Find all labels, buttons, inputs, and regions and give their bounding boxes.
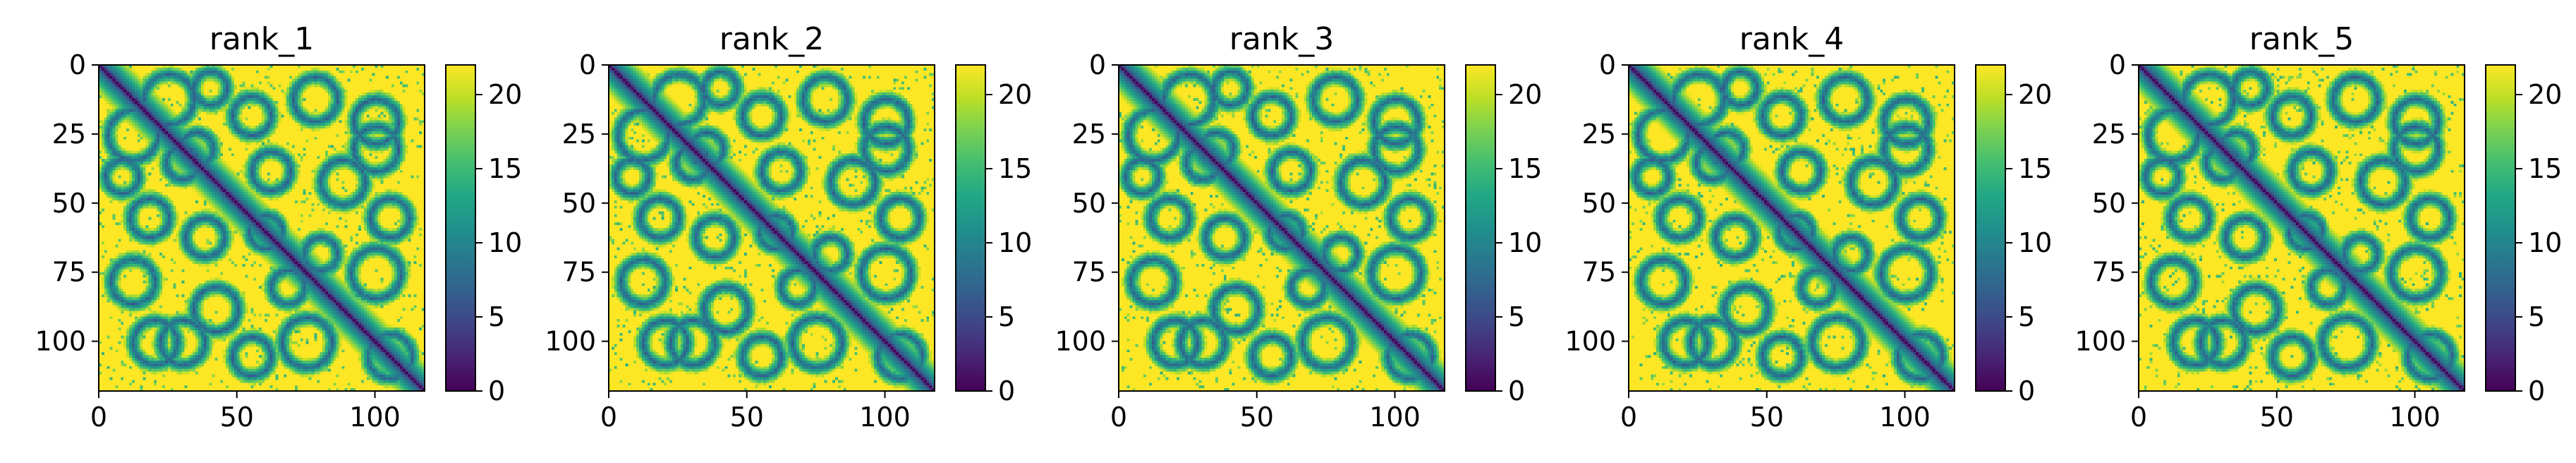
x-tick-label: 100 <box>859 402 911 433</box>
x-tick-label: 100 <box>1369 402 1421 433</box>
y-tick-label: 25 <box>52 119 86 150</box>
colorbar <box>2485 64 2516 392</box>
colorbar-tick-label: 5 <box>1508 301 1525 332</box>
colorbar-tick-label: 10 <box>1508 227 1542 258</box>
colorbar <box>1975 64 2006 392</box>
y-tick-label: 25 <box>1072 119 1106 150</box>
colorbar-tick-label: 15 <box>1508 153 1542 184</box>
x-tick-label: 100 <box>349 402 401 433</box>
panel-title: rank_4 <box>1739 21 1844 57</box>
heatmap-frame <box>98 64 425 392</box>
x-tick-label: 100 <box>2389 402 2441 433</box>
y-tick-label: 50 <box>562 188 596 219</box>
heatmap-image <box>609 65 935 391</box>
x-tick-label: 50 <box>2260 402 2294 433</box>
y-tick-label: 25 <box>1582 119 1616 150</box>
colorbar-tick-label: 10 <box>2528 227 2562 258</box>
colorbar-tick-label: 20 <box>488 79 522 110</box>
colorbar-tick-label: 15 <box>2018 153 2052 184</box>
colorbar-tick-label: 15 <box>998 153 1032 184</box>
y-tick-label: 0 <box>2109 49 2126 80</box>
y-tick-label: 25 <box>562 119 596 150</box>
panel-title: rank_5 <box>2249 21 2354 57</box>
heatmap-frame <box>1118 64 1445 392</box>
colorbar-tick-label: 0 <box>1508 375 1525 407</box>
y-tick-label: 100 <box>2074 326 2126 357</box>
panel-title: rank_1 <box>209 21 314 57</box>
x-tick-label: 50 <box>1240 402 1274 433</box>
panel-title: rank_2 <box>719 21 824 57</box>
x-tick-label: 0 <box>600 402 617 433</box>
x-tick-label: 0 <box>90 402 107 433</box>
y-tick-label: 50 <box>52 188 86 219</box>
colorbar <box>445 64 476 392</box>
y-tick-label: 75 <box>1072 257 1106 288</box>
y-tick-label: 100 <box>35 326 86 357</box>
panel-title: rank_3 <box>1229 21 1334 57</box>
y-tick-label: 0 <box>1599 49 1616 80</box>
colorbar-tick-label: 20 <box>2018 79 2052 110</box>
y-tick-label: 0 <box>69 49 86 80</box>
colorbar-tick-label: 15 <box>488 153 522 184</box>
colorbar-tick-label: 0 <box>2018 375 2035 407</box>
y-tick-label: 75 <box>562 257 596 288</box>
y-tick-label: 0 <box>579 49 596 80</box>
y-tick-label: 100 <box>545 326 596 357</box>
heatmap-image <box>1119 65 1445 391</box>
y-tick-label: 100 <box>1565 326 1616 357</box>
heatmap-frame <box>2138 64 2465 392</box>
colorbar-tick-label: 20 <box>1508 79 1542 110</box>
y-tick-label: 75 <box>2092 257 2126 288</box>
colorbar <box>955 64 986 392</box>
colorbar-tick-label: 10 <box>998 227 1032 258</box>
colorbar-tick-label: 5 <box>2528 301 2545 332</box>
y-tick-label: 50 <box>1582 188 1616 219</box>
heatmap-image <box>2139 65 2465 391</box>
x-tick-label: 0 <box>2130 402 2147 433</box>
colorbar-tick-label: 5 <box>488 301 505 332</box>
x-tick-label: 50 <box>730 402 764 433</box>
x-tick-label: 50 <box>220 402 254 433</box>
heatmap-frame <box>1628 64 1955 392</box>
y-tick-label: 0 <box>1089 49 1106 80</box>
y-tick-label: 75 <box>1582 257 1616 288</box>
x-tick-label: 50 <box>1750 402 1784 433</box>
y-tick-label: 25 <box>2092 119 2126 150</box>
colorbar-tick-label: 10 <box>2018 227 2052 258</box>
x-tick-label: 100 <box>1879 402 1931 433</box>
colorbar-tick-label: 15 <box>2528 153 2562 184</box>
y-tick-label: 75 <box>52 257 86 288</box>
colorbar-tick-label: 0 <box>2528 375 2545 407</box>
colorbar-tick-label: 0 <box>488 375 505 407</box>
y-tick-label: 100 <box>1055 326 1106 357</box>
colorbar-tick-label: 20 <box>998 79 1032 110</box>
heatmap-image <box>1629 65 1955 391</box>
x-tick-label: 0 <box>1110 402 1127 433</box>
heatmap-frame <box>608 64 935 392</box>
colorbar-tick-label: 0 <box>998 375 1015 407</box>
colorbar-tick-label: 20 <box>2528 79 2562 110</box>
colorbar <box>1465 64 1496 392</box>
colorbar-tick-label: 10 <box>488 227 522 258</box>
x-tick-label: 0 <box>1620 402 1637 433</box>
heatmap-image <box>99 65 425 391</box>
colorbar-tick-label: 5 <box>998 301 1015 332</box>
y-tick-label: 50 <box>2092 188 2126 219</box>
y-tick-label: 50 <box>1072 188 1106 219</box>
colorbar-tick-label: 5 <box>2018 301 2035 332</box>
